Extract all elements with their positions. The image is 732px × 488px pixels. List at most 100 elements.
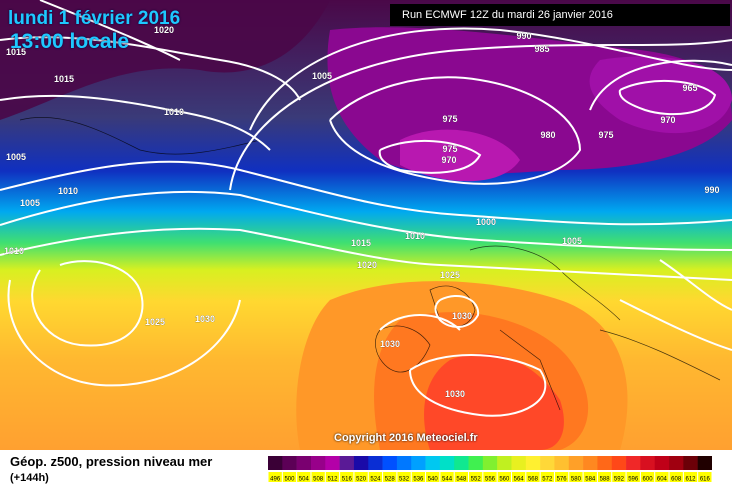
- legend-swatch: [325, 456, 340, 470]
- color-legend: 496 500 504 508 512 516 520 524 528 532 536 540 544 5…: [268, 456, 712, 483]
- pressure-label: 1015: [54, 74, 74, 84]
- legend-tick-bg: [626, 472, 640, 482]
- pressure-label: 1005: [6, 152, 26, 162]
- legend-tick-label: 508: [313, 477, 324, 483]
- pressure-label: 1015: [6, 47, 26, 57]
- pressure-label: 990: [516, 31, 531, 41]
- legend-tick-label: 548: [456, 477, 467, 483]
- legend-swatch: [382, 456, 398, 470]
- legend-tick-label: 580: [571, 477, 582, 483]
- legend-swatch: [511, 456, 527, 470]
- forecast-range: (+144h): [10, 472, 49, 484]
- legend-tick-bg: [497, 472, 511, 482]
- pressure-label: 1020: [154, 25, 174, 35]
- pressure-label: 1030: [445, 389, 465, 399]
- legend-tick-bg: [540, 472, 554, 482]
- legend-tick-label: 500: [284, 477, 295, 483]
- pressure-label: 985: [534, 44, 549, 54]
- legend-tick-bg: [569, 472, 583, 482]
- legend-swatch: [282, 456, 297, 470]
- legend-tick-label: 608: [671, 477, 682, 483]
- legend-swatch: [626, 456, 641, 470]
- legend-tick-label: 544: [442, 477, 453, 483]
- legend-tick-label: 596: [628, 477, 639, 483]
- legend-tick-bg: [698, 472, 712, 482]
- legend-tick-label: 516: [342, 477, 353, 483]
- legend-tick-label: 524: [370, 477, 381, 483]
- legend-tick-bg: [612, 472, 626, 482]
- run-info: Run ECMWF 12Z du mardi 26 janvier 2016: [390, 4, 730, 26]
- legend-swatch: [568, 456, 584, 470]
- legend-tick-bg: [340, 472, 354, 482]
- legend-swatch: [268, 456, 283, 470]
- legend-swatch: [353, 456, 369, 470]
- legend-swatch: [368, 456, 383, 470]
- legend-swatch: [525, 456, 541, 470]
- legend-tick-bg: [411, 472, 426, 482]
- legend-tick-bg: [368, 472, 383, 482]
- legend-swatch: [683, 456, 698, 470]
- pressure-label: 1030: [452, 311, 472, 321]
- legend-tick-bg: [669, 472, 683, 482]
- pressure-label: 1000: [476, 217, 496, 227]
- legend-swatch: [611, 456, 627, 470]
- pressure-label: 1005: [312, 71, 332, 81]
- legend-tick-bg: [483, 472, 497, 482]
- legend-tick-bg: [297, 472, 311, 482]
- legend-tick-bg: [583, 472, 597, 482]
- pressure-label: 980: [540, 130, 555, 140]
- legend-swatch: [396, 456, 412, 470]
- legend-tick-label: 616: [700, 477, 711, 483]
- legend-swatch: [482, 456, 498, 470]
- legend-swatch: [468, 456, 484, 470]
- legend-tick-label: 576: [557, 477, 568, 483]
- pressure-label: 1025: [440, 270, 460, 280]
- legend-tick-bg: [655, 472, 669, 482]
- legend-tick-label: 556: [485, 477, 496, 483]
- pressure-label: 1005: [20, 198, 40, 208]
- legend-tick-label: 564: [514, 477, 525, 483]
- pressure-label: 1005: [562, 236, 582, 246]
- legend-tick-label: 560: [499, 477, 510, 483]
- legend-tick-label: 584: [585, 477, 596, 483]
- pressure-label: 1030: [380, 339, 400, 349]
- legend-tick-bg: [383, 472, 397, 482]
- legend-tick-bg: [354, 472, 368, 482]
- legend-swatch: [310, 456, 326, 470]
- legend-tick-label: 552: [471, 477, 482, 483]
- legend-tick-label: 512: [327, 477, 338, 483]
- legend-swatch: [339, 456, 355, 470]
- legend-tick-bg: [325, 472, 340, 482]
- legend-swatch: [296, 456, 312, 470]
- legend-tick-bg: [282, 472, 297, 482]
- forecast-time: 13:00 locale: [10, 30, 130, 53]
- legend-tick-bg: [454, 472, 469, 482]
- pressure-label: 990: [704, 185, 719, 195]
- legend-tick-bg: [311, 472, 325, 482]
- legend-swatch: [597, 456, 613, 470]
- legend-tick-bg: [554, 472, 569, 482]
- legend-swatch: [640, 456, 656, 470]
- legend-tick-label: 572: [542, 477, 553, 483]
- legend-tick-label: 504: [299, 477, 310, 483]
- legend-tick-label: 600: [643, 477, 654, 483]
- pressure-label: 1025: [145, 317, 165, 327]
- pressure-label: 1010: [58, 186, 78, 196]
- pressure-label: 970: [660, 115, 675, 125]
- legend-tick-label: 536: [413, 477, 424, 483]
- legend-tick-label: 592: [614, 477, 625, 483]
- pressure-label: 975: [442, 144, 457, 154]
- legend-tick-label: 528: [385, 477, 396, 483]
- map-title: Géop. z500, pression niveau mer: [10, 454, 213, 469]
- legend-swatch: [583, 456, 598, 470]
- legend-swatch: [411, 456, 426, 470]
- legend-swatch: [697, 456, 712, 470]
- pressure-label: 975: [598, 130, 613, 140]
- legend-tick-bg: [426, 472, 440, 482]
- legend-tick-label: 496: [270, 477, 281, 483]
- legend-tick-bg: [597, 472, 612, 482]
- legend-tick-label: 604: [657, 477, 668, 483]
- legend-swatch: [454, 456, 469, 470]
- forecast-date: lundi 1 février 2016: [8, 8, 181, 29]
